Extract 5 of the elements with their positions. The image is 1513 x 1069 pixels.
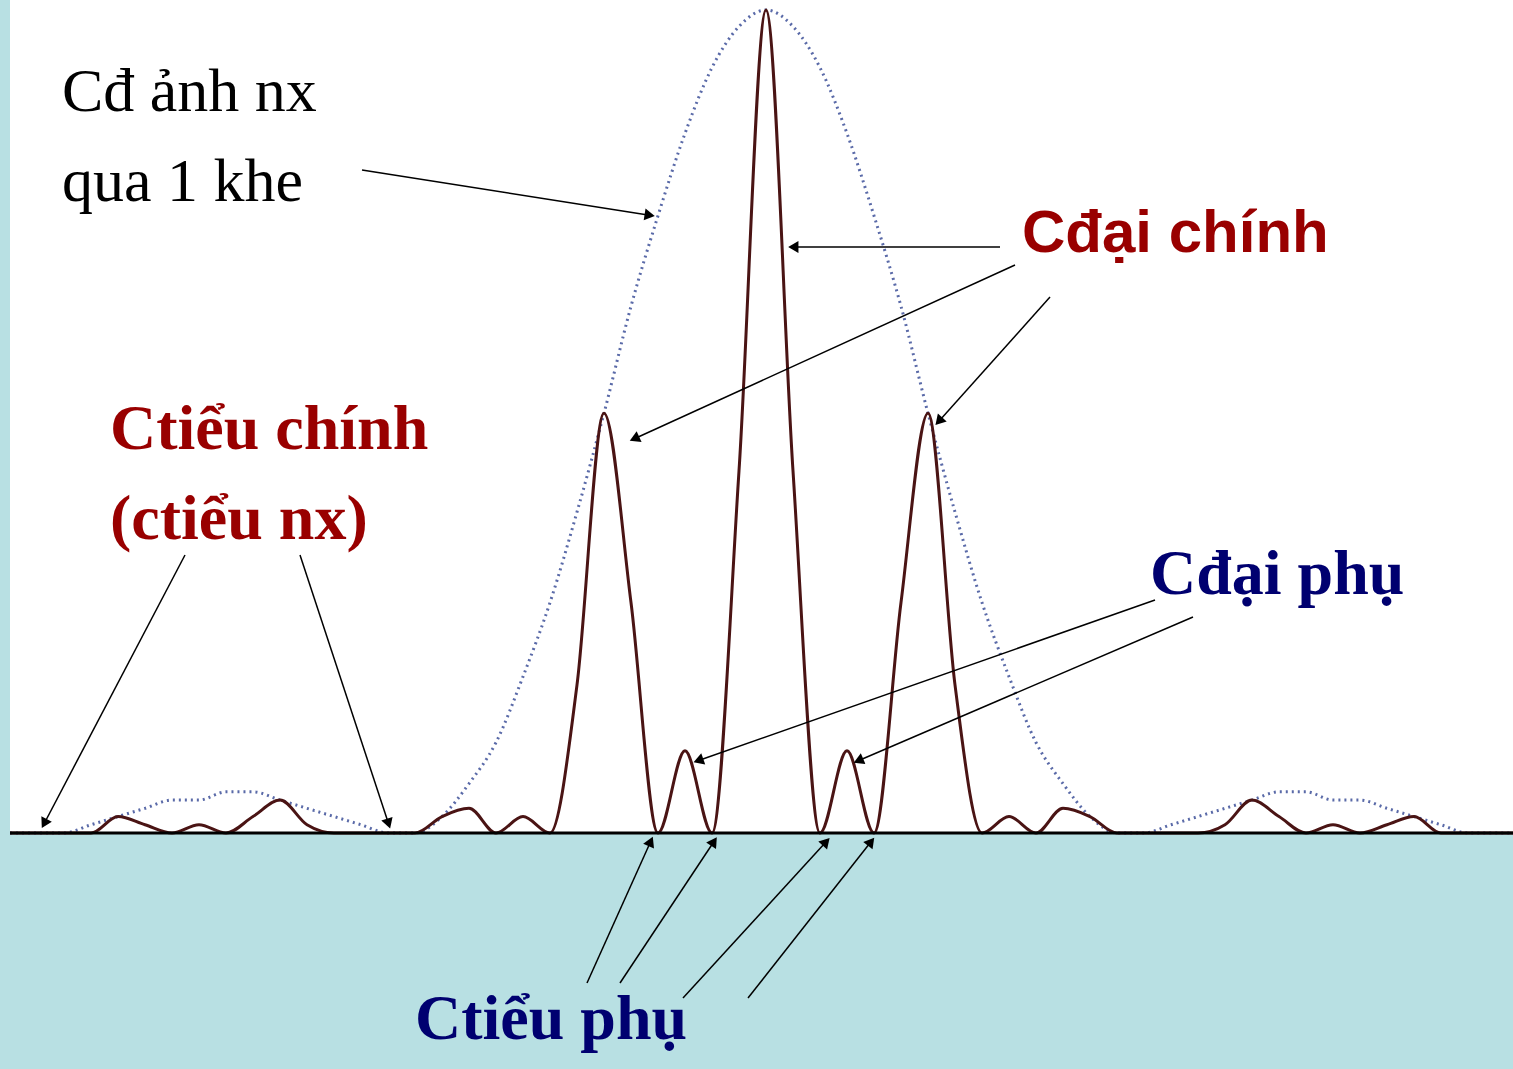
text: Ctiểu phụ — [415, 982, 688, 1053]
annotation: Ctiểu chính (ctiểu nx) — [110, 392, 429, 553]
annotation: Cđại chính — [1022, 198, 1329, 265]
annotation: Cđ ảnh nx qua 1 khe — [62, 56, 317, 214]
annotation: Cđại phụ — [1150, 537, 1405, 608]
